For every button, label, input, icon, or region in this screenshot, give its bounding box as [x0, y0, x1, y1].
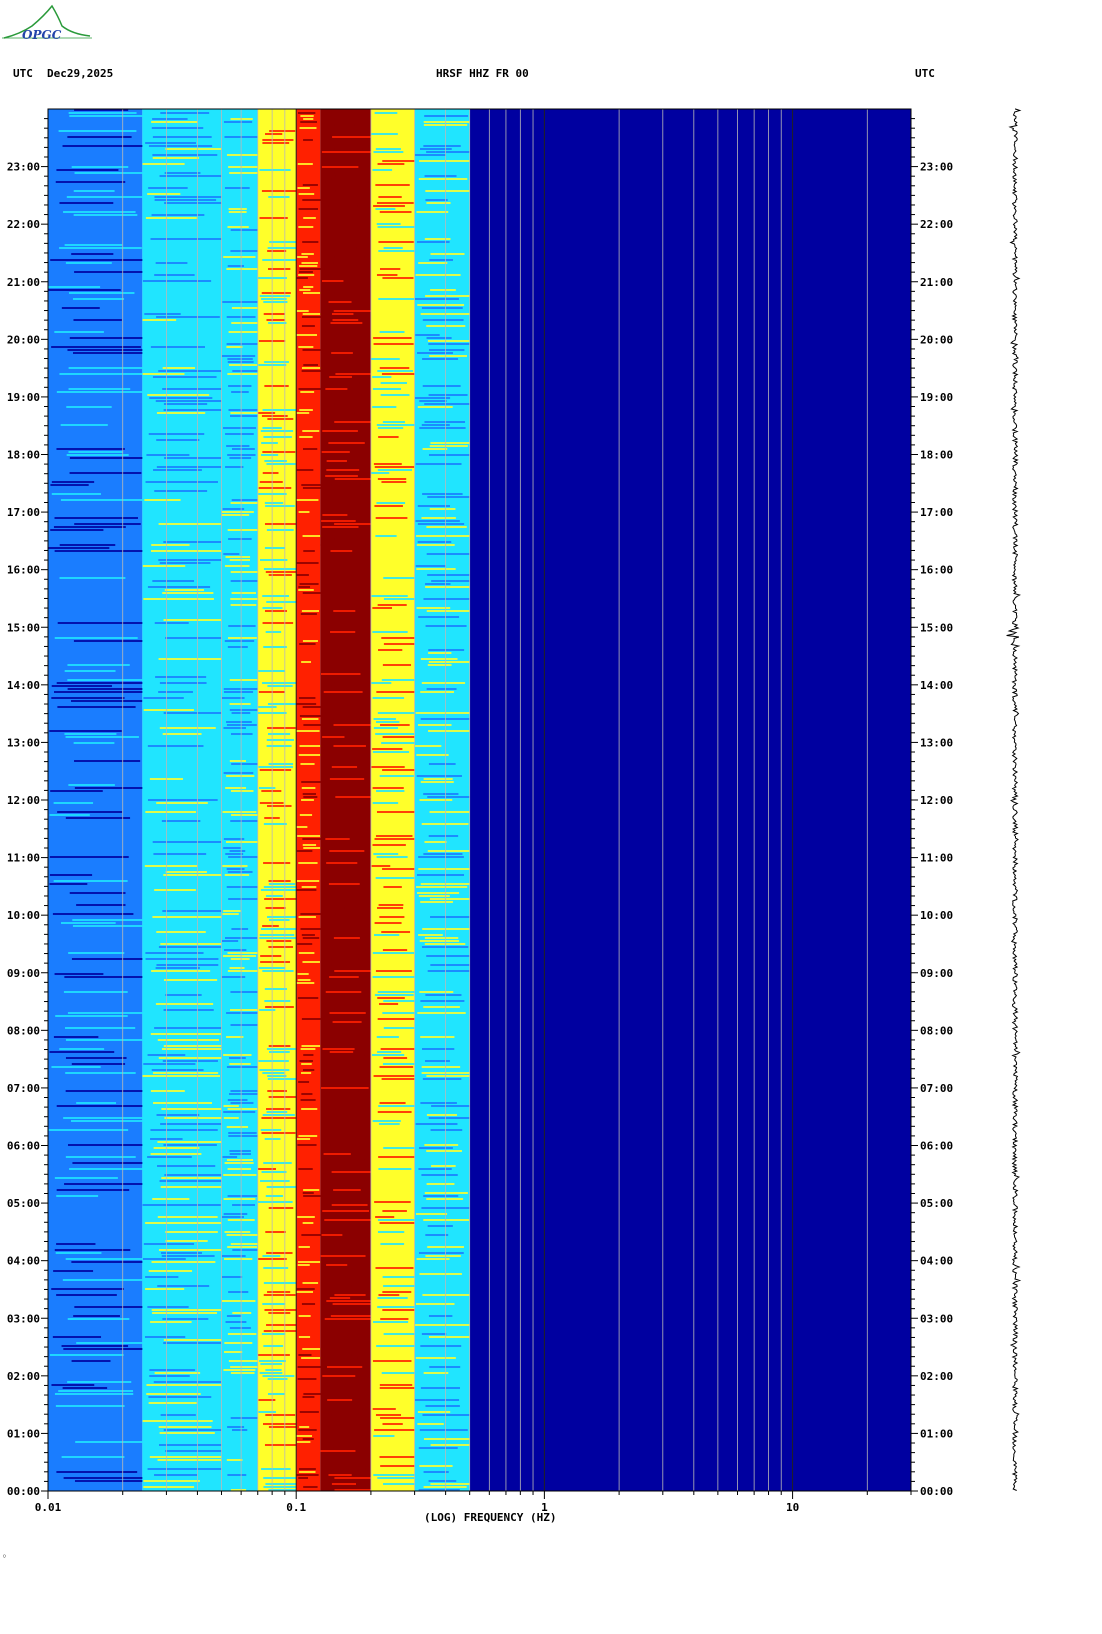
y-tick-label-left: 05:00 — [7, 1197, 40, 1210]
seismogram-trace — [1006, 108, 1022, 1491]
y-tick-label-left: 21:00 — [7, 276, 40, 289]
y-tick-label-right: 07:00 — [920, 1082, 953, 1095]
spectral-band-2 — [221, 109, 258, 1491]
y-tick-label-left: 04:00 — [7, 1255, 40, 1268]
y-tick-label-right: 16:00 — [920, 564, 953, 577]
y-tick-label-right: 14:00 — [920, 679, 953, 692]
header-left-utc: UTC — [13, 67, 33, 80]
spectral-band-8 — [469, 109, 911, 1491]
opgc-logo — [2, 4, 92, 39]
band-streaks-7 — [414, 115, 483, 1491]
spectral-band-0 — [48, 109, 143, 1491]
logo-curve — [3, 4, 91, 39]
y-tick-label-right: 18:00 — [920, 449, 953, 462]
y-tick-label-right: 08:00 — [920, 1024, 953, 1037]
y-tick-label-left: 20:00 — [7, 333, 40, 346]
y-tick-label-right: 11:00 — [920, 852, 953, 865]
x-tick-label: 10 — [786, 1501, 799, 1514]
y-tick-label-left: 13:00 — [7, 736, 40, 749]
y-tick-label-left: 18:00 — [7, 449, 40, 462]
y-tick-label-left: 09:00 — [7, 967, 40, 980]
band-streaks-4 — [296, 112, 327, 1488]
x-tick-label: 0.1 — [286, 1501, 306, 1514]
band-streaks-2 — [221, 118, 266, 1491]
header-right-utc: UTC — [915, 67, 935, 80]
x-axis-label: (LOG) FREQUENCY (HZ) — [424, 1511, 557, 1524]
y-tick-label-right: 13:00 — [920, 736, 953, 749]
spectral-band-5 — [320, 109, 371, 1491]
y-tick-label-left: 22:00 — [7, 218, 40, 231]
y-tick-label-left: 19:00 — [7, 391, 40, 404]
y-tick-label-right: 06:00 — [920, 1140, 953, 1153]
y-tick-label-left: 11:00 — [7, 852, 40, 865]
y-tick-label-left: 07:00 — [7, 1082, 40, 1095]
spectral-band-3 — [257, 109, 297, 1491]
y-tick-label-right: 21:00 — [920, 276, 953, 289]
header-title: HRSF HHZ FR 00 — [436, 67, 529, 80]
y-tick-label-right: 04:00 — [920, 1255, 953, 1268]
y-tick-label-right: 12:00 — [920, 794, 953, 807]
y-tick-label-left: 06:00 — [7, 1140, 40, 1153]
y-tick-label-right: 19:00 — [920, 391, 953, 404]
axis-layer: 00:00 00:00 01:00 01:00 02:00 02:00 03:00 03:00… — [7, 118, 953, 1514]
y-tick-label-right: 05:00 — [920, 1197, 953, 1210]
y-tick-label-left: 02:00 — [7, 1370, 40, 1383]
y-tick-label-right: 10:00 — [920, 909, 953, 922]
y-tick-label-right: 15:00 — [920, 621, 953, 634]
y-tick-label-left: 23:00 — [7, 161, 40, 174]
y-tick-label-right: 20:00 — [920, 333, 953, 346]
y-tick-label-left: 10:00 — [7, 909, 40, 922]
seismogram-path — [1006, 108, 1022, 1491]
y-tick-label-left: 00:00 — [7, 1485, 40, 1498]
band-streaks-5 — [320, 124, 386, 1491]
y-tick-label-left: 17:00 — [7, 506, 40, 519]
y-tick-label-left: 16:00 — [7, 564, 40, 577]
y-tick-label-right: 00:00 — [920, 1485, 953, 1498]
y-tick-label-right: 02:00 — [920, 1370, 953, 1383]
y-tick-label-right: 17:00 — [920, 506, 953, 519]
y-tick-label-left: 15:00 — [7, 621, 40, 634]
heatmap-layer — [48, 109, 911, 1491]
band-streaks-0 — [48, 109, 169, 1482]
y-tick-label-left: 08:00 — [7, 1024, 40, 1037]
band-streaks-1 — [142, 112, 241, 1488]
y-tick-label-right: 03:00 — [920, 1312, 953, 1325]
y-tick-label-left: 12:00 — [7, 794, 40, 807]
y-tick-label-left: 03:00 — [7, 1312, 40, 1325]
band-streaks-6 — [370, 112, 426, 1485]
spectral-band-6 — [370, 109, 415, 1491]
y-tick-label-right: 01:00 — [920, 1427, 953, 1440]
x-tick-label: 1 — [541, 1501, 548, 1514]
footer-mark: ◦ — [2, 1552, 7, 1561]
x-tick-label: 0.01 — [35, 1501, 62, 1514]
y-tick-label-left: 14:00 — [7, 679, 40, 692]
header-date: Dec29,2025 — [47, 67, 114, 80]
logo-text: OPGC — [22, 28, 62, 42]
y-tick-label-right: 22:00 — [920, 218, 953, 231]
y-tick-label-right: 09:00 — [920, 967, 953, 980]
y-tick-label-right: 23:00 — [920, 161, 953, 174]
y-tick-label-left: 01:00 — [7, 1427, 40, 1440]
